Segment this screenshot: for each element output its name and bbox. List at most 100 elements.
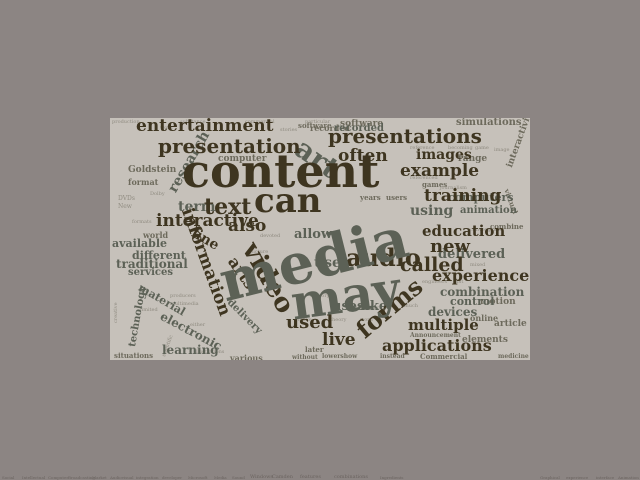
word-game: game xyxy=(475,145,489,151)
word-also: also xyxy=(228,216,267,236)
word-recorded-2: recorded xyxy=(334,123,385,134)
word-situations: situations xyxy=(114,351,154,360)
word-either: either xyxy=(190,322,206,328)
strip-word: developer xyxy=(162,475,183,480)
strip-word: Computer xyxy=(48,475,69,480)
word-different: different xyxy=(132,249,186,262)
strip-word: interface xyxy=(596,475,615,480)
word-using: using xyxy=(410,203,454,219)
word-Goldstein: Goldstein xyxy=(128,165,177,175)
word-sensory: sensory xyxy=(310,293,330,299)
word-images: images xyxy=(416,147,472,163)
word-commercial-small: commercial xyxy=(245,119,275,125)
strip-word: Broadcasting xyxy=(68,475,95,480)
strip-word: combinations xyxy=(334,474,368,480)
word-word: word xyxy=(360,317,373,323)
word-animation: animation xyxy=(460,205,517,216)
word-instead: instead xyxy=(380,353,405,360)
word-various: various xyxy=(230,353,263,360)
word-convergence: convergence xyxy=(470,227,503,233)
word-combine: combine xyxy=(490,222,524,231)
strip-word: Audiovisual xyxy=(110,475,134,480)
word-use: use xyxy=(314,255,341,271)
word-example: example xyxy=(400,161,480,181)
word-interactive: interactive xyxy=(156,211,259,231)
word-presentation: presentation xyxy=(158,134,301,158)
word-technology: technology xyxy=(127,285,149,348)
word-cloud: production work substance commercial par… xyxy=(110,118,530,360)
word-presentations: presentations xyxy=(328,124,482,148)
word-journalism: journalism xyxy=(440,185,467,191)
strip-word: Social xyxy=(2,475,15,480)
word-elements: elements xyxy=(462,335,508,345)
word-live: live xyxy=(322,330,356,350)
word-called: called xyxy=(400,254,464,276)
word-particular: particular xyxy=(305,119,331,125)
word-formats: formats xyxy=(132,219,152,225)
strip-word: Ingredients xyxy=(380,475,404,480)
word-uses: uses xyxy=(332,299,365,314)
word-substance: substance xyxy=(180,119,206,125)
word-software: software xyxy=(298,121,332,130)
word-later: later xyxy=(305,345,324,354)
word-image: image xyxy=(494,147,510,153)
word-make: make xyxy=(298,317,312,323)
word-years: years xyxy=(360,193,381,202)
word-illustrations: illustrations xyxy=(194,349,225,355)
word-can: can xyxy=(254,181,322,221)
word-education: education xyxy=(422,222,506,240)
word-mixed: mixed xyxy=(470,262,486,268)
strip-word: Market xyxy=(92,475,107,480)
strip-word: Animation xyxy=(618,475,639,480)
word-devices: devices xyxy=(428,305,478,319)
word-multiple: multiple xyxy=(408,316,479,334)
word-reference: reference xyxy=(410,145,435,151)
strip-word: Windows xyxy=(250,474,273,480)
word-users: users xyxy=(386,193,408,202)
word-stories: stories xyxy=(280,127,298,133)
word-Commercial: Commercial xyxy=(420,352,468,360)
word-referenced: referenced xyxy=(410,175,438,181)
word-online: online xyxy=(470,313,499,323)
word-software-big: software xyxy=(340,119,384,129)
word-delivered: delivered xyxy=(438,247,506,262)
word-term: term xyxy=(178,199,216,215)
word-producers: producers xyxy=(170,293,196,299)
word-recorded: recorded xyxy=(310,123,351,133)
word-applications: applications xyxy=(382,336,492,355)
word-becoming: becoming xyxy=(448,145,473,151)
word-control: control xyxy=(450,295,495,308)
word-New: New xyxy=(118,203,132,210)
word-picture: picture xyxy=(250,249,269,255)
strip-word: Graphical xyxy=(540,475,560,480)
word-multimedia: multimedia xyxy=(170,301,199,307)
word-production: production xyxy=(112,119,140,125)
word-available: available xyxy=(112,237,167,250)
word-traditional: traditional xyxy=(116,257,188,271)
word-range: range xyxy=(458,154,488,164)
word-work: work xyxy=(160,125,173,131)
word-simulations: simulations xyxy=(456,118,522,128)
word-combination: combination xyxy=(440,285,525,299)
word-world: world xyxy=(143,230,169,240)
word-audio: audio xyxy=(346,243,421,272)
word-experience: experience xyxy=(432,266,530,285)
word-allow: allow xyxy=(294,227,333,242)
strip-word: Sound xyxy=(232,475,245,480)
word-just: just xyxy=(454,279,464,285)
word-motion: motion xyxy=(480,297,516,307)
word-computers: computers xyxy=(448,191,514,204)
word-Dolby: Dolby xyxy=(150,191,165,197)
strip-word: Camden xyxy=(272,474,293,480)
strip-word: features xyxy=(300,474,321,480)
strip-word: Media xyxy=(214,475,227,480)
word-new: new xyxy=(430,236,471,257)
word-services: services xyxy=(128,267,173,278)
strip-word: integration xyxy=(136,475,159,480)
word-games: games xyxy=(422,180,448,189)
word-without: without xyxy=(292,354,318,361)
word-computer: computer xyxy=(218,154,267,164)
word-often: often xyxy=(338,146,388,166)
word-lowershow: lowershow xyxy=(322,353,358,360)
word-learning: learning xyxy=(162,343,219,357)
